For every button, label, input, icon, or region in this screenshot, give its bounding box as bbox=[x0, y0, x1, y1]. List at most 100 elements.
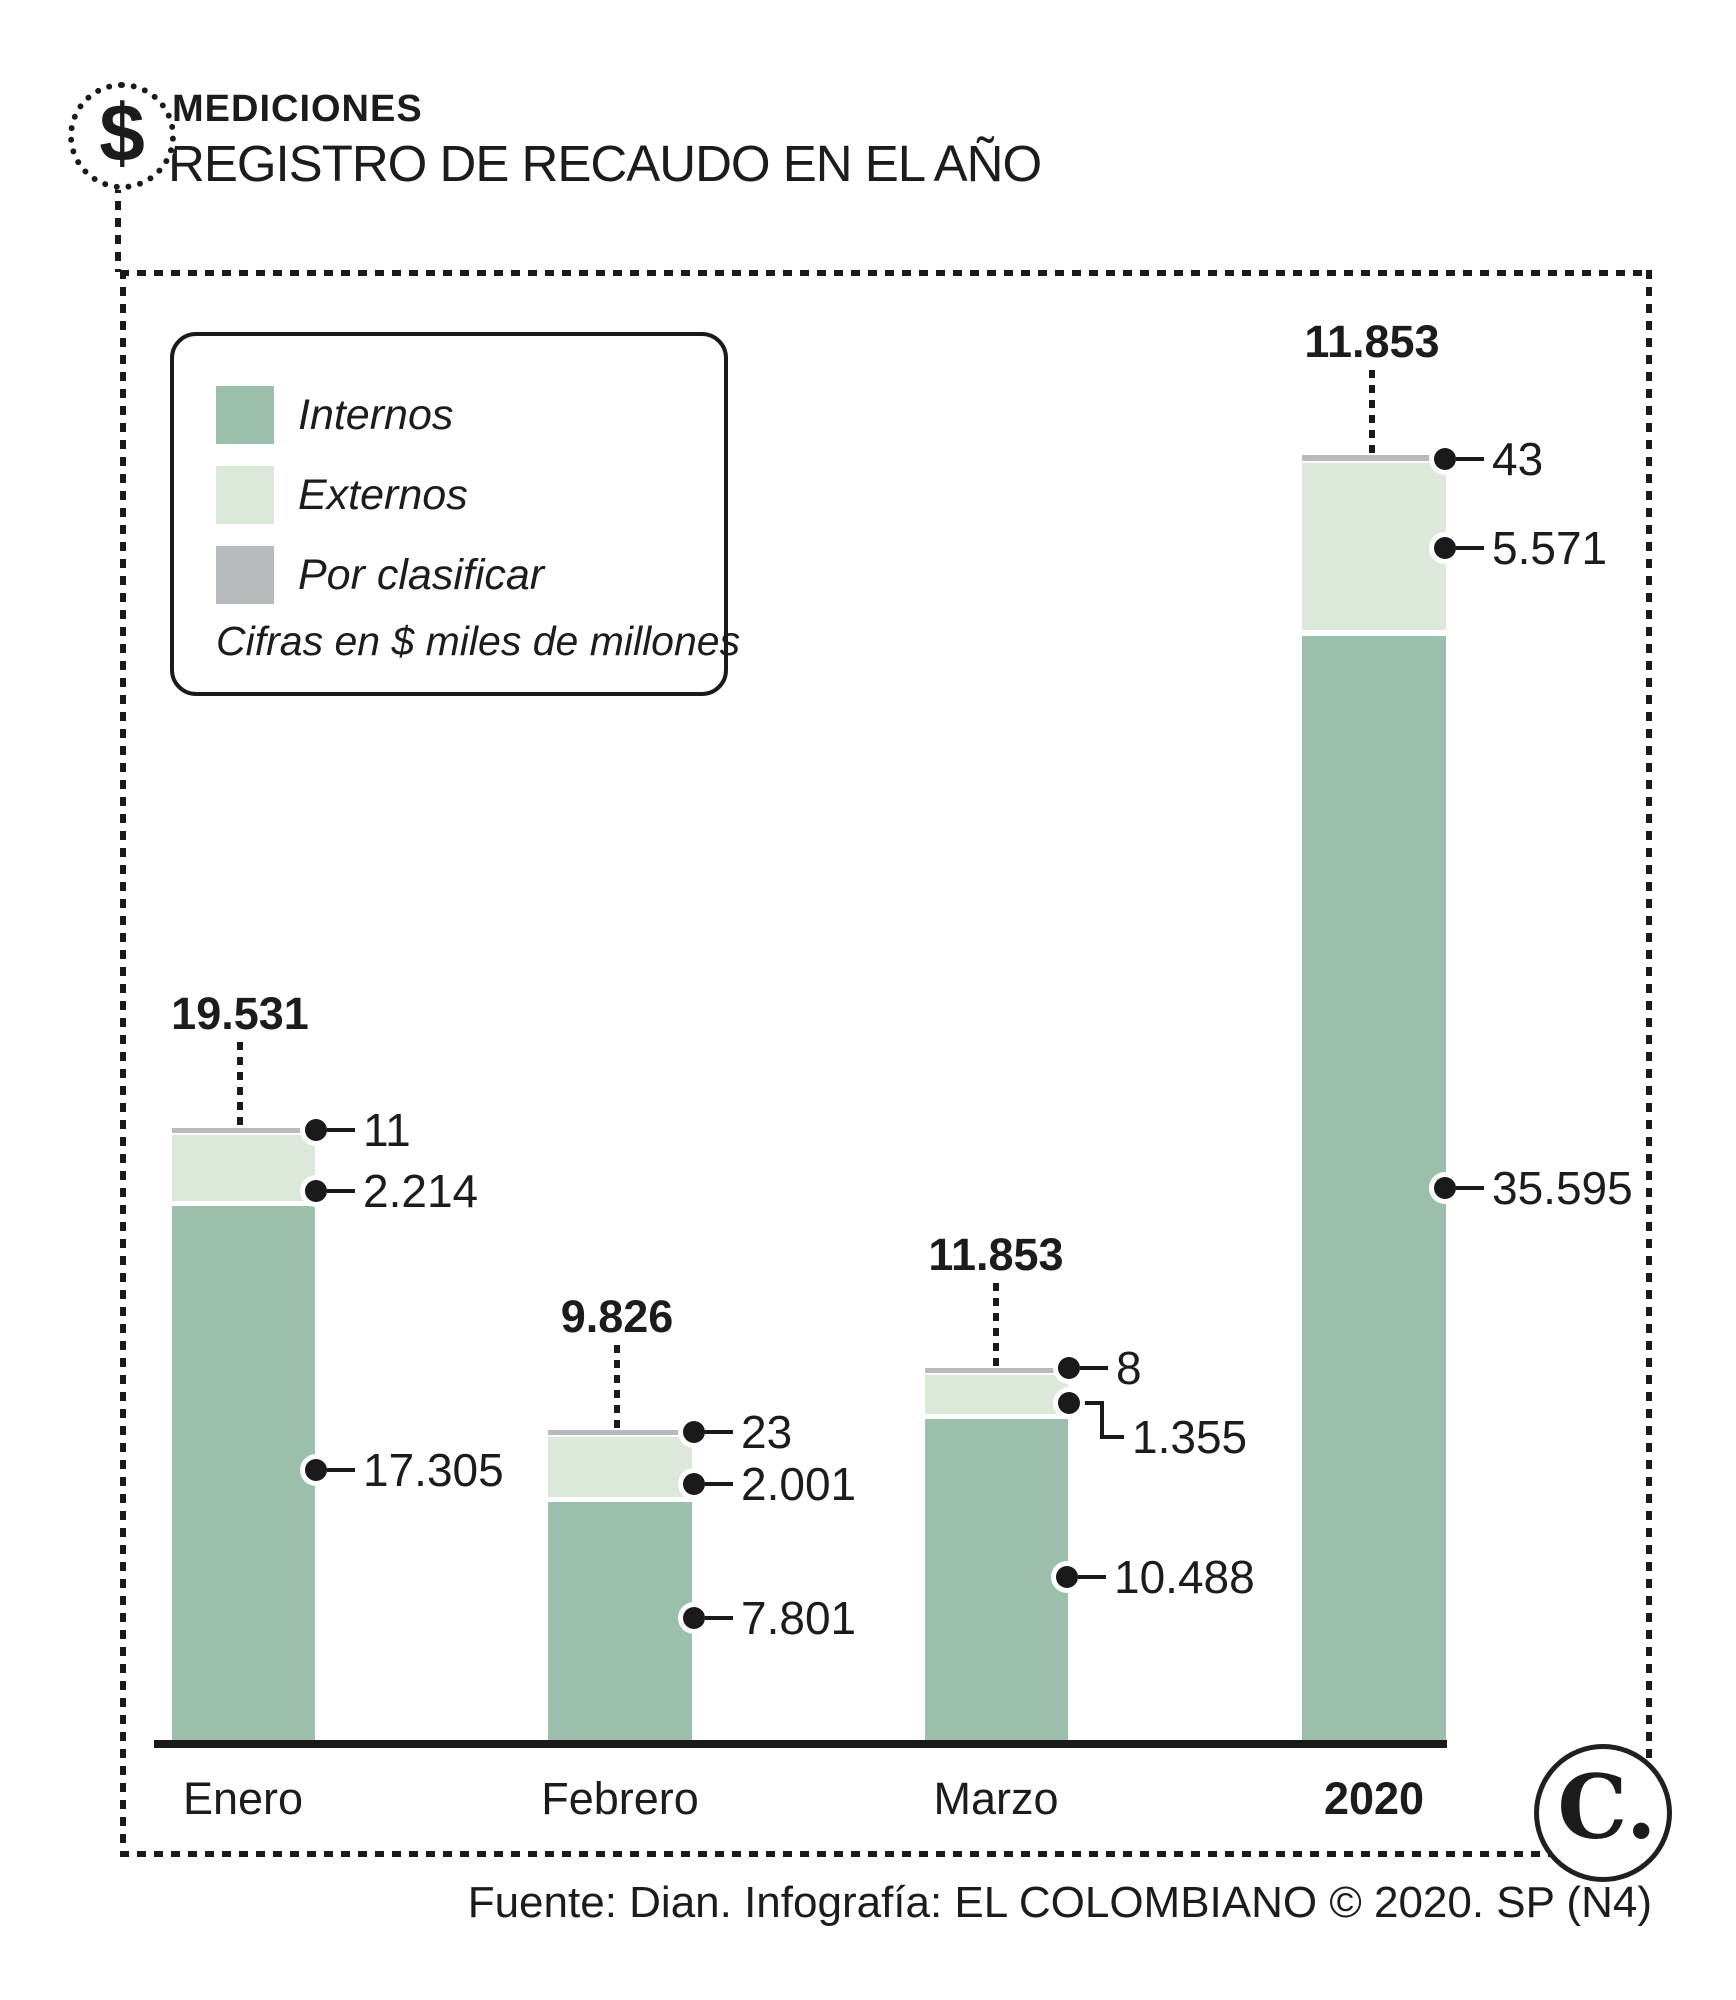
bar-febrero-internos bbox=[548, 1502, 692, 1740]
callout-tick bbox=[705, 1430, 733, 1434]
callout-tick bbox=[705, 1616, 733, 1620]
bar-marzo-externos bbox=[925, 1375, 1068, 1414]
callout-dot bbox=[683, 1473, 705, 1495]
legend-label: Internos bbox=[298, 390, 454, 439]
page-title: REGISTRO DE RECAUDO EN EL AÑO bbox=[168, 135, 1042, 192]
callout-dot bbox=[683, 1421, 705, 1443]
logo-letter: C. bbox=[1557, 1755, 1657, 1859]
callout-dot bbox=[683, 1607, 705, 1629]
externos-swatch bbox=[216, 466, 274, 524]
callout-2020-externos: 5.571 bbox=[1434, 522, 1608, 574]
callout-2020-internos: 35.595 bbox=[1434, 1162, 1633, 1214]
callout-tick bbox=[1456, 546, 1484, 550]
legend-label: Por clasificar bbox=[298, 550, 545, 599]
legend-item-externos: Externos bbox=[216, 466, 468, 524]
callout-tick bbox=[327, 1468, 355, 1472]
legend-label: Externos bbox=[298, 470, 468, 519]
callout-value: 23 bbox=[741, 1406, 793, 1458]
total-marzo-dropline bbox=[993, 1283, 999, 1366]
callout-dot bbox=[1434, 537, 1456, 559]
callout-dot bbox=[1434, 448, 1456, 470]
callout-tick bbox=[705, 1482, 733, 1486]
axis-label-2020: 2020 bbox=[1323, 1773, 1425, 1824]
dollar-icon: $ bbox=[68, 82, 176, 190]
legend-item-internos: Internos bbox=[216, 386, 453, 444]
source-credit: Fuente: Dian. Infografía: EL COLOMBIANO … bbox=[467, 1878, 1652, 1927]
callout-dot bbox=[305, 1180, 327, 1202]
callout-value: 43 bbox=[1492, 433, 1544, 485]
callout-value: 17.305 bbox=[363, 1444, 504, 1496]
elbow-h1 bbox=[1080, 1401, 1104, 1405]
legend-item-por-clasificar: Por clasificar bbox=[216, 546, 544, 604]
total-febrero-dropline bbox=[614, 1345, 620, 1428]
callout-dot bbox=[1056, 1566, 1078, 1588]
callout-2020-por-clasificar: 43 bbox=[1434, 433, 1544, 485]
callout-value: 5.571 bbox=[1492, 522, 1608, 574]
callout-marzo-internos: 10.488 bbox=[1056, 1551, 1255, 1603]
callout-febrero-por-clasificar: 23 bbox=[683, 1406, 793, 1458]
frame-bottom bbox=[120, 1851, 1652, 1857]
bar-febrero-externos bbox=[548, 1437, 692, 1497]
frame-right bbox=[1646, 270, 1652, 1857]
bar-enero-internos bbox=[172, 1206, 315, 1740]
axis-label-enero: Enero bbox=[182, 1773, 304, 1824]
callout-value: 2.214 bbox=[363, 1165, 479, 1217]
por-clasificar-swatch bbox=[216, 546, 274, 604]
total-febrero: 9.826 bbox=[560, 1291, 674, 1342]
frame-connector-line bbox=[115, 184, 121, 272]
callout-marzo-por-clasificar: 8 bbox=[1058, 1342, 1142, 1394]
callout-value: 8 bbox=[1116, 1342, 1142, 1394]
legend: Internos Externos Por clasificar Cifras … bbox=[170, 332, 740, 696]
callout-tick bbox=[327, 1128, 355, 1132]
callout-dot bbox=[1058, 1392, 1080, 1414]
callout-dot bbox=[305, 1119, 327, 1141]
total-2020: 11.853 bbox=[1304, 316, 1440, 367]
callout-tick bbox=[327, 1189, 355, 1193]
el-colombiano-logo: C. bbox=[1534, 1744, 1672, 1882]
bar-2020-externos bbox=[1302, 463, 1446, 630]
callout-value: 10.488 bbox=[1114, 1551, 1255, 1603]
callout-enero-externos: 2.214 bbox=[305, 1165, 479, 1217]
bar-enero-por-clasificar bbox=[172, 1128, 315, 1133]
axis-label-febrero: Febrero bbox=[541, 1773, 699, 1824]
total-enero-dropline bbox=[237, 1042, 243, 1126]
callout-febrero-externos: 2.001 bbox=[683, 1458, 857, 1510]
total-marzo: 11.853 bbox=[928, 1229, 1064, 1280]
callout-tick bbox=[1080, 1366, 1108, 1370]
callout-value: 1.355 bbox=[1132, 1411, 1248, 1463]
bar-2020-por-clasificar bbox=[1302, 455, 1446, 461]
x-axis-line bbox=[154, 1740, 1447, 1748]
callout-dot bbox=[1058, 1357, 1080, 1379]
callout-dot bbox=[305, 1459, 327, 1481]
callout-tick bbox=[1456, 457, 1484, 461]
callout-febrero-internos: 7.801 bbox=[683, 1592, 857, 1644]
callout-value: 35.595 bbox=[1492, 1162, 1633, 1214]
total-2020-dropline bbox=[1369, 370, 1375, 453]
axis-label-marzo: Marzo bbox=[933, 1773, 1059, 1824]
elbow-v bbox=[1100, 1401, 1104, 1439]
bar-marzo-internos bbox=[925, 1419, 1068, 1740]
elbow-h2 bbox=[1100, 1435, 1124, 1439]
dollar-glyph: $ bbox=[99, 88, 145, 179]
total-enero: 19.531 bbox=[171, 988, 309, 1039]
bar-marzo-por-clasificar bbox=[925, 1368, 1068, 1373]
callout-marzo-externos: 1.355 bbox=[1124, 1411, 1248, 1463]
frame-left bbox=[120, 270, 126, 1857]
callout-value: 7.801 bbox=[741, 1592, 857, 1644]
bar-2020-internos bbox=[1302, 636, 1446, 1740]
callout-dot bbox=[1434, 1177, 1456, 1199]
callout-tick bbox=[1456, 1186, 1484, 1190]
callout-value: 2.001 bbox=[741, 1458, 857, 1510]
callout-enero-por-clasificar: 11 bbox=[305, 1104, 411, 1156]
frame-top bbox=[120, 270, 1652, 276]
bar-febrero-por-clasificar bbox=[548, 1430, 692, 1435]
internos-swatch bbox=[216, 386, 274, 444]
bar-enero-externos bbox=[172, 1135, 315, 1201]
callout-marzo-externos-dot bbox=[1058, 1390, 1080, 1416]
units-note: Cifras en $ miles de millones bbox=[216, 618, 741, 664]
callout-enero-internos: 17.305 bbox=[305, 1444, 504, 1496]
section-kicker: MEDICIONES bbox=[172, 88, 423, 130]
callout-tick bbox=[1078, 1575, 1106, 1579]
callout-value: 11 bbox=[363, 1104, 411, 1156]
